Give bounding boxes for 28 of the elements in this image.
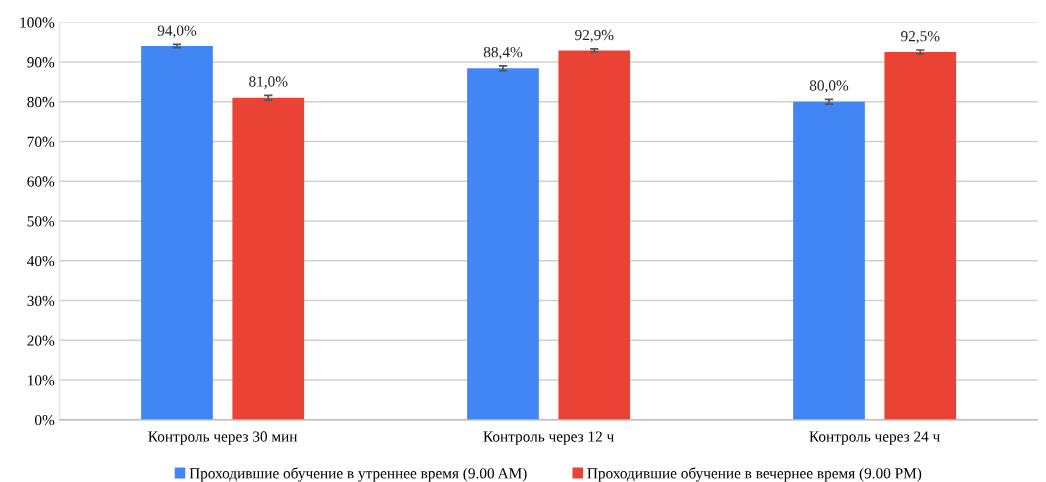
y-tick-label: 70% — [27, 136, 55, 147]
bar — [232, 97, 305, 420]
legend-label: Проходившие обучение в вечернее время (9.00 PM) — [587, 467, 922, 482]
y-tick-label: 60% — [27, 176, 55, 187]
data-label: 81,0% — [249, 76, 288, 89]
y-tick-label: 40% — [27, 255, 55, 267]
bar — [467, 68, 539, 420]
bar — [884, 52, 957, 420]
y-tick-label: 0% — [34, 414, 55, 426]
legend-label: Проходившие обучение в утреннее время (9.00 AM) — [189, 467, 527, 482]
bar — [793, 101, 865, 420]
x-tick-label: Контроль через 12 ч — [483, 431, 614, 445]
bar — [141, 46, 213, 420]
y-tick-label: 50% — [27, 216, 55, 227]
data-label: 88,4% — [483, 46, 523, 60]
data-label: 94,0% — [157, 25, 197, 38]
y-tick-label: 30% — [27, 295, 55, 307]
y-tick-label: 80% — [27, 96, 55, 108]
data-label: 80,0% — [809, 80, 849, 93]
x-tick-label: Контроль через 30 мин — [148, 431, 298, 445]
x-tick-label: Контроль через 24 ч — [809, 431, 940, 445]
data-label: 92,9% — [575, 29, 614, 43]
y-tick-label: 100% — [20, 17, 55, 28]
y-tick-label: 10% — [28, 375, 55, 386]
y-tick-label: 20% — [27, 335, 55, 346]
data-label: 92,5% — [901, 31, 940, 44]
y-tick-label: 90% — [27, 57, 55, 68]
bar — [558, 50, 631, 420]
